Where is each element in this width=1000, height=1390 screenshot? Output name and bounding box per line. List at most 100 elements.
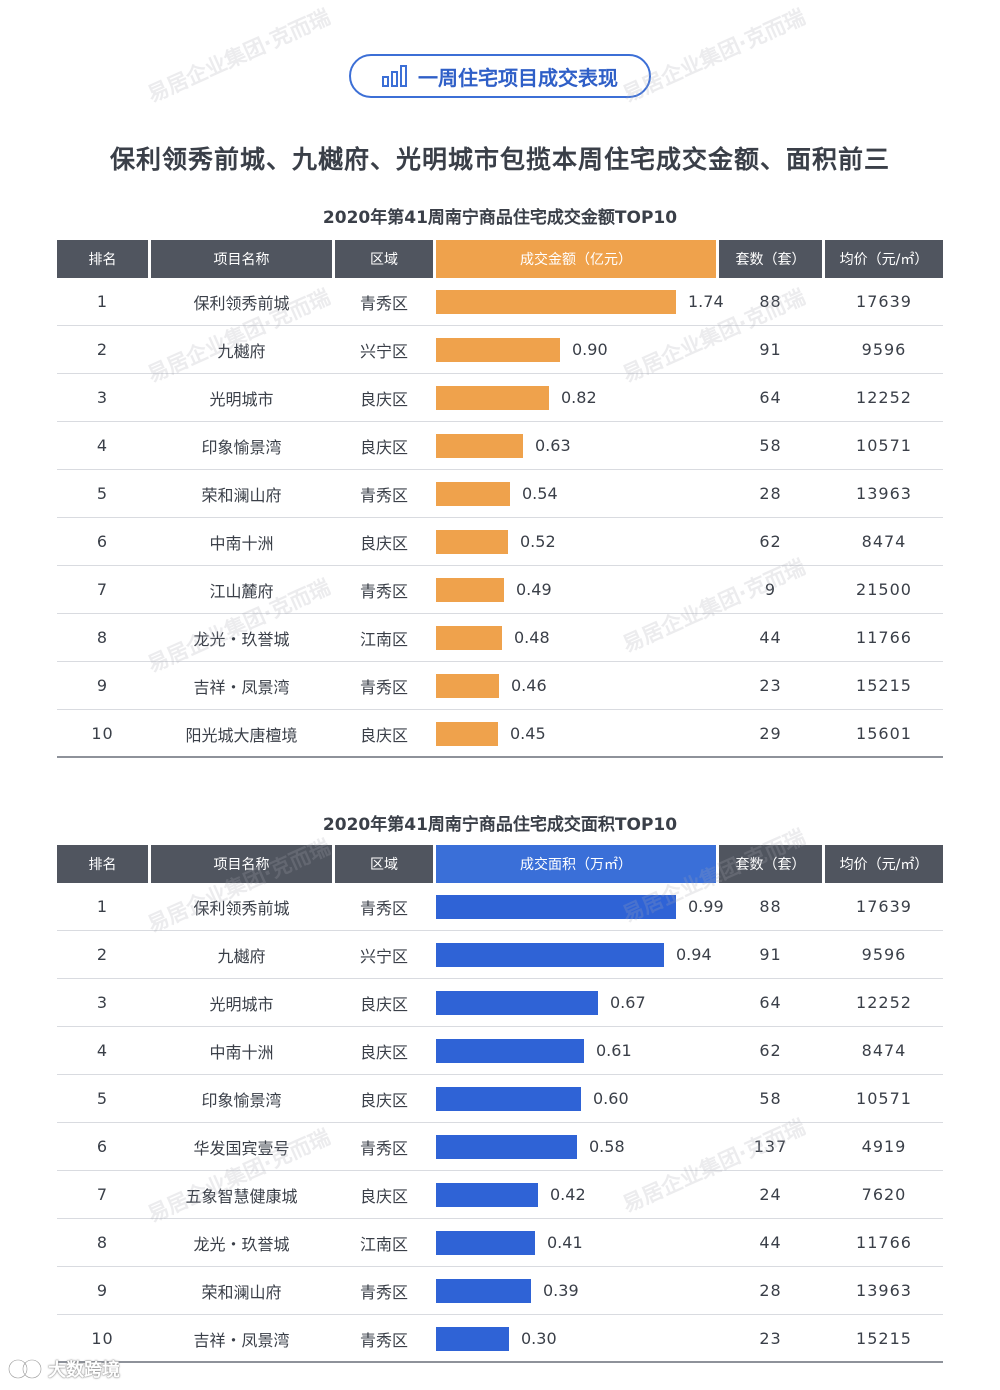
section-title-pill: 一周住宅项目成交表现 [349, 54, 651, 98]
header-rank: 排名 [57, 240, 148, 278]
rank-cell: 4 [96, 436, 109, 455]
district-cell: 青秀区 [359, 485, 408, 505]
header-amount: 成交金额（亿元） [436, 240, 716, 278]
bar-value-label: 0.52 [520, 532, 556, 551]
units-cell: 23 [759, 1329, 782, 1348]
bar-value-label: 0.67 [610, 993, 646, 1012]
value-bar [436, 991, 598, 1015]
bar-value-label: 0.54 [522, 484, 558, 503]
district-cell: 良庆区 [359, 1090, 408, 1110]
value-bar [436, 722, 498, 746]
header-avg-price: 均价（元/㎡） [825, 240, 943, 278]
bar-value-label: 0.94 [676, 945, 712, 964]
bar-value-label: 1.74 [688, 292, 724, 311]
footer-brand-text: 大数跨境 [48, 1360, 120, 1381]
district-cell: 良庆区 [359, 725, 408, 745]
avg-price-cell: 15601 [856, 724, 912, 743]
avg-price-cell: 13963 [856, 1281, 912, 1300]
rank-cell: 2 [96, 340, 109, 359]
district-cell: 良庆区 [359, 533, 408, 553]
rank-cell: 8 [96, 628, 109, 647]
table-row: 4 中南十洲 良庆区 62 8474 0.61 [57, 1027, 943, 1075]
project-name-cell: 龙光・玖誉城 [193, 1234, 290, 1254]
amount-ranking-table: 排名 项目名称 区域 成交金额（亿元） 套数（套） 均价（元/㎡） 1 保利领秀前… [57, 240, 943, 758]
value-bar [436, 895, 676, 919]
header-district: 区域 [335, 240, 433, 278]
value-bar [436, 578, 504, 602]
header-project-name: 项目名称 [151, 240, 332, 278]
project-name-cell: 九樾府 [217, 341, 266, 361]
area-ranking-table: 排名 项目名称 区域 成交面积（万㎡） 套数（套） 均价（元/㎡） 1 保利领秀前… [57, 845, 943, 1363]
header-district: 区域 [335, 845, 433, 883]
avg-price-cell: 10571 [856, 1089, 912, 1108]
rank-cell: 6 [96, 1137, 109, 1156]
table-row: 1 保利领秀前城 青秀区 88 17639 0.99 [57, 883, 943, 931]
value-bar [436, 1231, 535, 1255]
value-bar [436, 530, 508, 554]
table-row: 10 阳光城大唐檀境 良庆区 29 15601 0.45 [57, 710, 943, 758]
avg-price-cell: 12252 [856, 993, 912, 1012]
header-units: 套数（套） [719, 240, 822, 278]
section-title: 一周住宅项目成交表现 [418, 65, 618, 90]
bar-value-label: 0.61 [596, 1041, 632, 1060]
units-cell: 64 [759, 993, 782, 1012]
district-cell: 青秀区 [359, 677, 408, 697]
table-row: 7 五象智慧健康城 良庆区 24 7620 0.42 [57, 1171, 943, 1219]
rank-cell: 6 [96, 532, 109, 551]
units-cell: 91 [759, 945, 782, 964]
rank-cell: 7 [96, 1185, 109, 1204]
bar-value-label: 0.45 [510, 724, 546, 743]
project-name-cell: 光明城市 [209, 389, 274, 409]
district-cell: 江南区 [359, 629, 408, 649]
footer-brand: 大数跨境 [8, 1356, 120, 1382]
value-bar [436, 1279, 531, 1303]
value-bar [436, 1183, 538, 1207]
value-bar [436, 290, 676, 314]
value-bar [436, 1087, 581, 1111]
bar-value-label: 0.99 [688, 897, 724, 916]
project-name-cell: 吉祥・凤景湾 [193, 1330, 290, 1350]
units-cell: 62 [759, 1041, 782, 1060]
watermark: 易居企业集团·克而瑞 [144, 4, 334, 107]
project-name-cell: 阳光城大唐檀境 [185, 725, 298, 745]
avg-price-cell: 7620 [861, 1185, 907, 1204]
header-project-name: 项目名称 [151, 845, 332, 883]
project-name-cell: 中南十洲 [209, 533, 274, 553]
rank-cell: 2 [96, 945, 109, 964]
value-bar [436, 1135, 577, 1159]
avg-price-cell: 8474 [861, 532, 907, 551]
district-cell: 兴宁区 [359, 946, 408, 966]
district-cell: 青秀区 [359, 293, 408, 313]
header-area: 成交面积（万㎡） [436, 845, 716, 883]
project-name-cell: 荣和澜山府 [201, 485, 282, 505]
project-name-cell: 五象智慧健康城 [185, 1186, 298, 1206]
bar-value-label: 0.58 [589, 1137, 625, 1156]
project-name-cell: 保利领秀前城 [193, 293, 290, 313]
rank-cell: 3 [96, 993, 109, 1012]
avg-price-cell: 8474 [861, 1041, 907, 1060]
district-cell: 良庆区 [359, 994, 408, 1014]
table-row: 9 荣和澜山府 青秀区 28 13963 0.39 [57, 1267, 943, 1315]
units-cell: 58 [759, 436, 782, 455]
units-cell: 9 [764, 580, 777, 599]
avg-price-cell: 15215 [856, 676, 912, 695]
rank-cell: 10 [91, 1329, 114, 1348]
header-avg-price: 均价（元/㎡） [825, 845, 943, 883]
area-table-header: 排名 项目名称 区域 成交面积（万㎡） 套数（套） 均价（元/㎡） [57, 845, 943, 883]
table-row: 3 光明城市 良庆区 64 12252 0.82 [57, 374, 943, 422]
project-name-cell: 保利领秀前城 [193, 898, 290, 918]
district-cell: 良庆区 [359, 1042, 408, 1062]
value-bar [436, 1327, 509, 1351]
district-cell: 兴宁区 [359, 341, 408, 361]
units-cell: 24 [759, 1185, 782, 1204]
header-units: 套数（套） [719, 845, 822, 883]
value-bar [436, 674, 499, 698]
rank-cell: 5 [96, 484, 109, 503]
units-cell: 58 [759, 1089, 782, 1108]
bar-value-label: 0.49 [516, 580, 552, 599]
table-row: 8 龙光・玖誉城 江南区 44 11766 0.48 [57, 614, 943, 662]
bar-value-label: 0.48 [514, 628, 550, 647]
rank-cell: 9 [96, 676, 109, 695]
rank-cell: 10 [91, 724, 114, 743]
project-name-cell: 华发国宾壹号 [193, 1138, 290, 1158]
